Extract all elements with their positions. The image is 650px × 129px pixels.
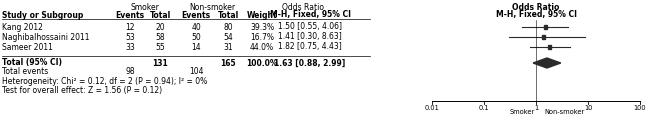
Text: 14: 14 [191, 42, 201, 51]
Text: 54: 54 [223, 33, 233, 42]
Text: M-H, Fixed, 95% CI: M-H, Fixed, 95% CI [270, 10, 350, 19]
Text: Total (95% CI): Total (95% CI) [2, 58, 62, 67]
Text: 0.01: 0.01 [424, 105, 439, 111]
Text: 1.41 [0.30, 8.63]: 1.41 [0.30, 8.63] [278, 33, 342, 42]
Text: Smoker: Smoker [510, 109, 535, 115]
Text: 165: 165 [220, 58, 236, 67]
Text: Kang 2012: Kang 2012 [2, 22, 43, 31]
Text: Study or Subgroup: Study or Subgroup [2, 10, 83, 19]
Text: 100: 100 [634, 105, 646, 111]
Text: 33: 33 [125, 42, 135, 51]
Text: 40: 40 [191, 22, 201, 31]
Text: Sameer 2011: Sameer 2011 [2, 42, 53, 51]
Text: 131: 131 [152, 58, 168, 67]
Text: 1.82 [0.75, 4.43]: 1.82 [0.75, 4.43] [278, 42, 342, 51]
Text: 1.50 [0.55, 4.06]: 1.50 [0.55, 4.06] [278, 22, 342, 31]
Polygon shape [533, 58, 561, 68]
Text: Naghibalhossaini 2011: Naghibalhossaini 2011 [2, 33, 90, 42]
Text: 44.0%: 44.0% [250, 42, 274, 51]
Text: 31: 31 [223, 42, 233, 51]
Text: 20: 20 [155, 22, 165, 31]
Text: 39.3%: 39.3% [250, 22, 274, 31]
Text: 50: 50 [191, 33, 201, 42]
Text: Weight: Weight [247, 10, 278, 19]
Text: M-H, Fixed, 95% CI: M-H, Fixed, 95% CI [495, 10, 577, 19]
Bar [542, 35, 545, 39]
Text: 98: 98 [125, 67, 135, 76]
Text: 55: 55 [155, 42, 165, 51]
Text: Total: Total [217, 10, 239, 19]
Text: Non-smoker: Non-smoker [544, 109, 584, 115]
Text: 1.63 [0.88, 2.99]: 1.63 [0.88, 2.99] [274, 58, 346, 67]
Text: Heterogeneity: Chi² = 0.12, df = 2 (P = 0.94); I² = 0%: Heterogeneity: Chi² = 0.12, df = 2 (P = … [2, 76, 207, 86]
Text: Total events: Total events [2, 67, 48, 76]
Text: 1: 1 [534, 105, 538, 111]
Text: 0.1: 0.1 [479, 105, 489, 111]
Text: Total: Total [150, 10, 170, 19]
Bar [548, 45, 551, 49]
Text: 16.7%: 16.7% [250, 33, 274, 42]
Text: 53: 53 [125, 33, 135, 42]
Text: Odds Ratio: Odds Ratio [283, 2, 324, 11]
Text: Smoker: Smoker [131, 2, 159, 11]
Text: 104: 104 [188, 67, 203, 76]
Text: Odds Ratio: Odds Ratio [512, 2, 560, 11]
Text: 80: 80 [223, 22, 233, 31]
Text: Events: Events [116, 10, 144, 19]
Text: Non-smoker: Non-smoker [189, 2, 235, 11]
Text: 58: 58 [155, 33, 165, 42]
Text: 10: 10 [584, 105, 592, 111]
Bar [543, 25, 547, 29]
Text: 12: 12 [125, 22, 135, 31]
Text: Test for overall effect: Z = 1.56 (P = 0.12): Test for overall effect: Z = 1.56 (P = 0… [2, 86, 162, 95]
Text: Events: Events [181, 10, 211, 19]
Text: 100.0%: 100.0% [246, 58, 278, 67]
